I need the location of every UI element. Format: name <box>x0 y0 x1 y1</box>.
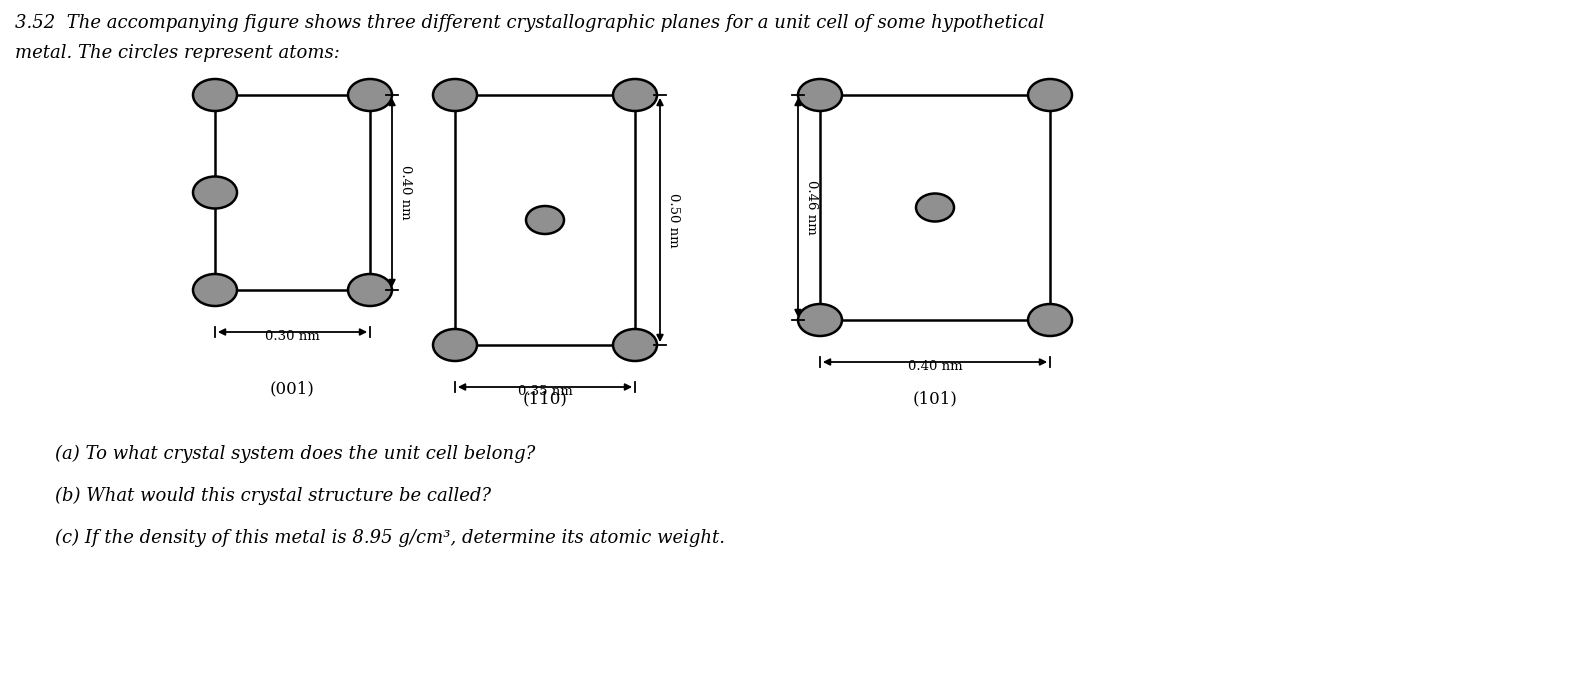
Ellipse shape <box>348 79 392 111</box>
Ellipse shape <box>193 274 237 306</box>
Ellipse shape <box>526 206 564 234</box>
Text: (101): (101) <box>913 390 957 407</box>
Ellipse shape <box>433 79 477 111</box>
Ellipse shape <box>193 176 237 208</box>
Ellipse shape <box>193 79 237 111</box>
Text: 0.40 nm: 0.40 nm <box>907 360 962 373</box>
Text: (001): (001) <box>270 380 314 397</box>
Text: metal. The circles represent atoms:: metal. The circles represent atoms: <box>14 44 340 62</box>
Text: (a) To what crystal system does the unit cell belong?: (a) To what crystal system does the unit… <box>55 445 536 463</box>
Ellipse shape <box>916 194 954 221</box>
Text: 3.52  The accompanying figure shows three different crystallographic planes for : 3.52 The accompanying figure shows three… <box>14 14 1044 32</box>
Text: 0.30 nm: 0.30 nm <box>265 330 319 343</box>
Ellipse shape <box>798 79 842 111</box>
Ellipse shape <box>348 274 392 306</box>
Text: 0.50 nm: 0.50 nm <box>667 192 681 247</box>
Text: (c) If the density of this metal is 8.95 g/cm³, determine its atomic weight.: (c) If the density of this metal is 8.95… <box>55 529 725 547</box>
Ellipse shape <box>613 329 657 361</box>
Text: (110): (110) <box>523 390 567 407</box>
Ellipse shape <box>1029 79 1071 111</box>
Ellipse shape <box>1029 304 1071 336</box>
Ellipse shape <box>798 304 842 336</box>
Ellipse shape <box>433 329 477 361</box>
Text: 0.40 nm: 0.40 nm <box>400 165 412 220</box>
Text: (b) What would this crystal structure be called?: (b) What would this crystal structure be… <box>55 487 491 505</box>
Ellipse shape <box>613 79 657 111</box>
Text: 0.35 nm: 0.35 nm <box>518 385 572 398</box>
Text: 0.46 nm: 0.46 nm <box>806 180 818 235</box>
